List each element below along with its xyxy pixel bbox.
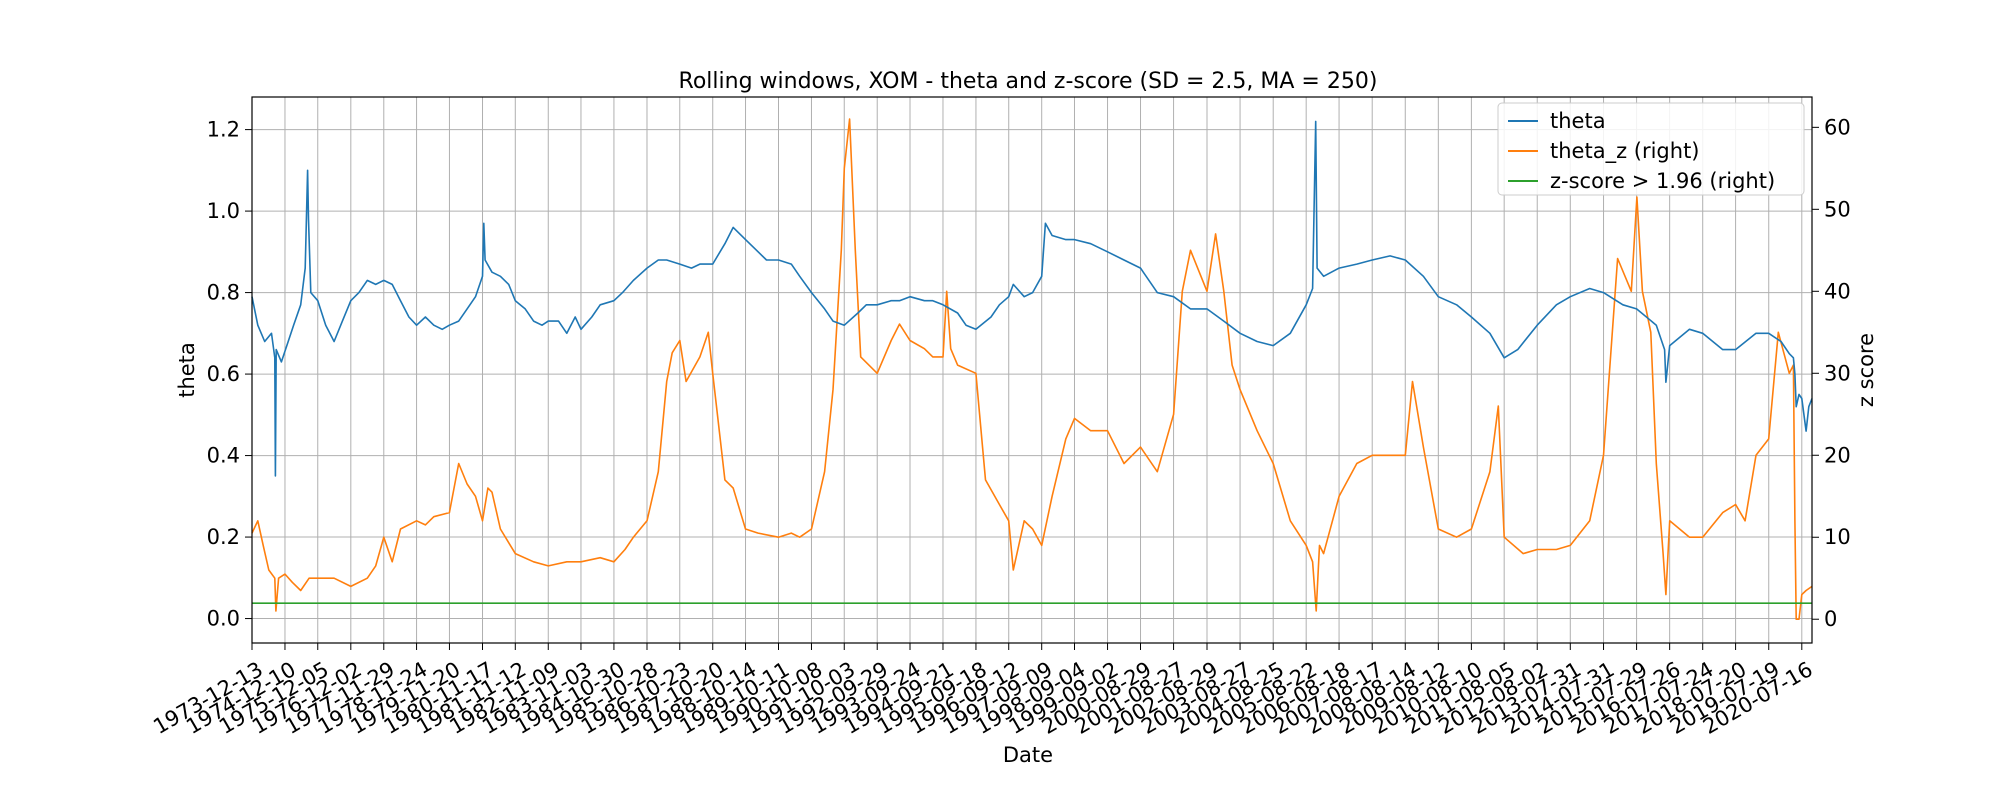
series-line-theta-z-right: [251, 118, 1813, 620]
y-axis-label: theta: [175, 342, 199, 398]
legend-label: theta_z (right): [1550, 139, 1700, 164]
y-tick-label: 1.0: [207, 199, 240, 223]
legend: theta theta_z (right) z-score > 1.96 (righ…: [1497, 102, 1805, 196]
x-axis-label: Date: [1003, 743, 1053, 767]
series-line-theta: [251, 120, 1813, 477]
y-tick-label: 0.2: [207, 525, 240, 549]
y2-axis-label: z score: [1854, 333, 1878, 407]
y2-tick-label: 0: [1824, 607, 1837, 631]
grid-layer: [251, 97, 1812, 643]
y-tick-label: 0.6: [207, 362, 240, 386]
legend-label: theta: [1550, 109, 1606, 133]
y2-tick-label: 30: [1824, 361, 1851, 385]
y-tick-label: 0.4: [207, 444, 240, 468]
series-layer: [251, 118, 1813, 620]
legend-box: [1497, 102, 1805, 196]
y2-tick-label: 40: [1824, 279, 1851, 303]
chart-title: Rolling windows, XOM - theta and z-score…: [679, 69, 1378, 94]
y2-tick-label: 60: [1824, 115, 1851, 139]
plot-frame: [251, 96, 1813, 644]
y-tick-label: 1.2: [207, 118, 240, 142]
y2-tick-label: 50: [1824, 197, 1851, 221]
y2-tick-label: 20: [1824, 443, 1851, 467]
y-tick-label: 0.8: [207, 281, 240, 305]
tick-layer: 1973-12-131974-12-101975-12-051976-12-02…: [149, 115, 1851, 739]
y-tick-label: 0.0: [207, 607, 240, 631]
legend-label: z-score > 1.96 (right): [1550, 169, 1775, 193]
y2-tick-label: 10: [1824, 525, 1851, 549]
